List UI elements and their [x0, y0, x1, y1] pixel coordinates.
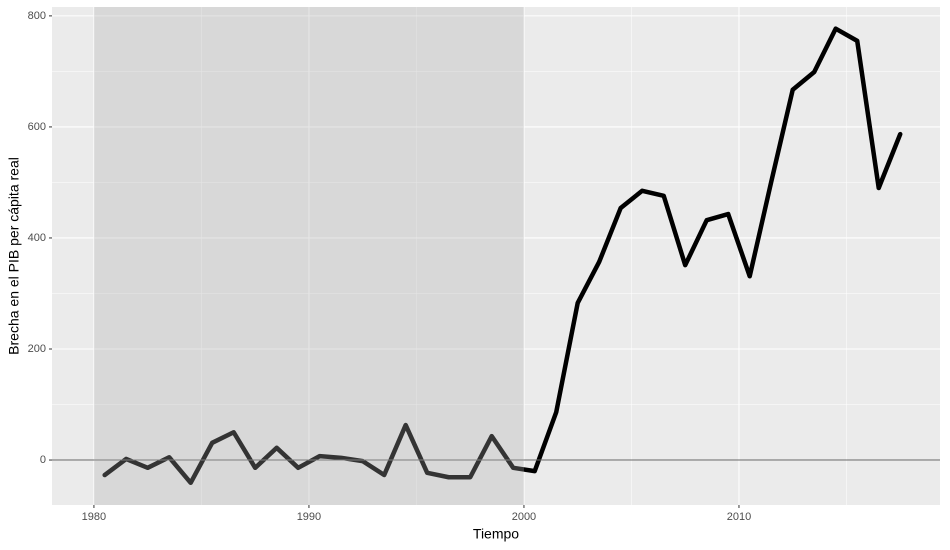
y-tick-label: 600 — [28, 121, 46, 133]
x-tick-label: 1990 — [297, 511, 321, 523]
x-tick-label: 2000 — [512, 511, 536, 523]
y-axis-title: Brecha en el PIB per cápita real — [6, 157, 22, 355]
y-tick-label: 0 — [40, 454, 46, 466]
y-tick-label: 800 — [28, 10, 46, 22]
x-axis-title: Tiempo — [473, 526, 519, 542]
shaded-region — [93, 7, 524, 505]
x-tick-label: 1980 — [82, 511, 106, 523]
x-tick-label: 2010 — [727, 511, 751, 523]
y-tick-label: 200 — [28, 343, 46, 355]
y-tick-label: 400 — [28, 232, 46, 244]
data-line — [102, 26, 903, 486]
